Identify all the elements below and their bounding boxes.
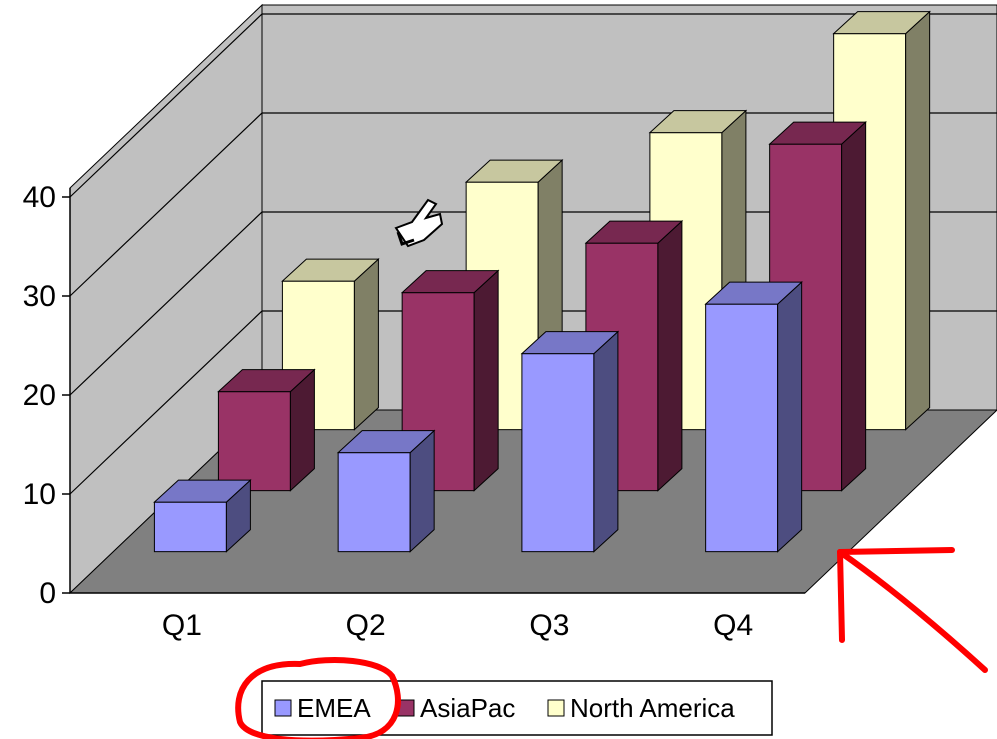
pointing-hand-cursor-icon — [394, 198, 444, 248]
bar-top-face — [768, 121, 867, 145]
bar-top-face — [648, 110, 748, 134]
bar-emea-q1 — [153, 501, 227, 553]
bar-emea-q4 — [705, 303, 779, 553]
bar-top-face — [832, 11, 931, 35]
gridline-30 — [69, 112, 997, 297]
x-axis: Q1 Q2 Q3 Q4 — [70, 592, 805, 642]
arrow-head-top — [837, 547, 955, 555]
gridline-40 — [69, 13, 997, 198]
bar-top-face — [153, 479, 252, 503]
legend-label: North America — [570, 693, 735, 723]
bar-asiapac-q1 — [217, 391, 291, 492]
y-tick-label: 0 — [39, 577, 56, 610]
bar-side-face — [841, 121, 867, 492]
bar-side-face — [353, 258, 379, 431]
bar-side-face — [657, 220, 683, 492]
y-tick-label: 30 — [23, 280, 56, 313]
gridline-20 — [69, 211, 997, 396]
y-tick-label: 40 — [23, 181, 56, 214]
arrow-head-bottom — [837, 549, 845, 643]
bar-side-face — [905, 10, 931, 431]
bar-side-face — [777, 281, 803, 553]
legend-swatch — [274, 699, 292, 717]
bar-emea-q2 — [337, 452, 411, 553]
bar-top-face — [584, 220, 684, 244]
legend-box — [261, 680, 773, 736]
bar-top-face — [400, 270, 500, 294]
legend-swatch — [547, 699, 565, 717]
y-tick-label: 20 — [23, 379, 56, 412]
legend-label: AsiaPac — [420, 693, 515, 723]
bar-emea-q3 — [521, 353, 595, 553]
bar-top-face — [704, 281, 803, 305]
legend-label: EMEA — [297, 693, 371, 723]
hand-cuff — [396, 231, 415, 246]
bars-group — [153, 10, 931, 553]
red-annotations — [235, 547, 988, 739]
bar-top-face — [281, 258, 380, 282]
legend: EMEA AsiaPac North America — [261, 680, 773, 736]
bar-top-face — [336, 430, 436, 454]
x-tick-label: Q3 — [529, 609, 569, 642]
arrow-shaft — [837, 549, 988, 673]
y-tick-label: 10 — [23, 478, 56, 511]
bar-top-face — [520, 331, 620, 355]
bar-top-face — [464, 159, 564, 183]
x-tick-label: Q2 — [346, 609, 386, 642]
hand-shape — [394, 198, 444, 248]
bar-top-face — [217, 369, 316, 393]
x-tick-label: Q4 — [713, 609, 753, 642]
bar-side-face — [593, 330, 619, 553]
highlight-circle — [235, 657, 401, 739]
x-tick-label: Q1 — [162, 609, 202, 642]
y-axis: 0 10 20 30 40 — [23, 181, 71, 610]
bar-side-face — [473, 269, 499, 492]
